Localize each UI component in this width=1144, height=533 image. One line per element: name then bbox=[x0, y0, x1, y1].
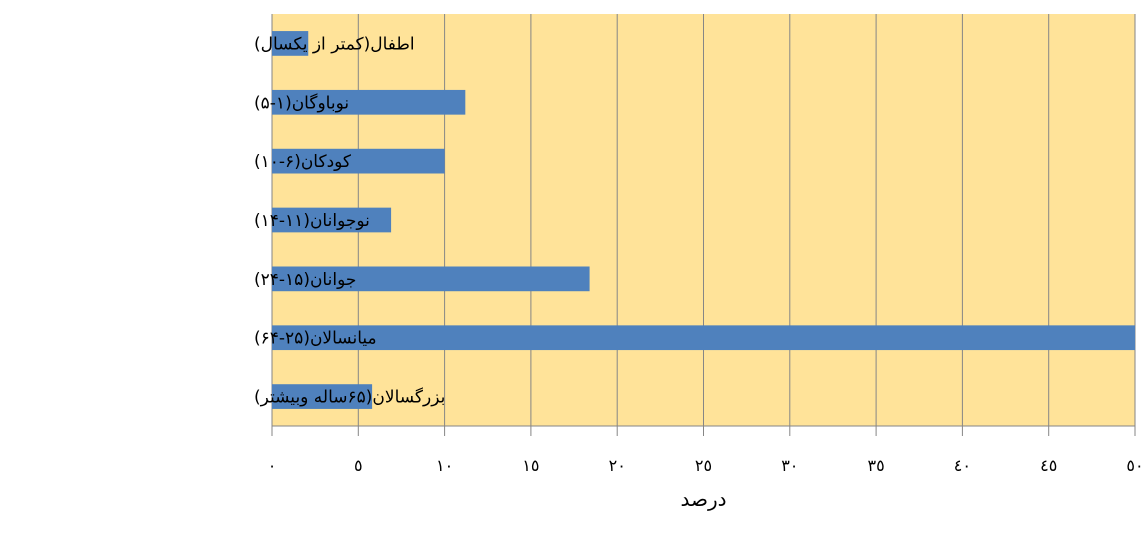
bar bbox=[272, 207, 392, 233]
category-label: بزرگسالان(۶۵ساله وبیشتر) bbox=[254, 387, 445, 408]
x-ticks: ٠ ٥ ١٠ ١٥ ٢٠ ٢٥ ٣٠ ٣٥ ٤٠ ٤٥ ٥٠ bbox=[268, 426, 1144, 475]
x-tick-label: ٥٠ bbox=[1126, 456, 1143, 475]
x-tick-label: ٣٥ bbox=[868, 456, 885, 475]
bar bbox=[272, 384, 373, 409]
x-tick-label: ٣٠ bbox=[781, 456, 798, 475]
category-labels: اطفال(کمتر از یکسال) نوباوگان(۱-۵) کودکان(… bbox=[254, 34, 445, 407]
category-label: اطفال(کمتر از یکسال) bbox=[254, 34, 415, 54]
x-tick-label: ٢٥ bbox=[695, 456, 712, 475]
category-label: میانسالان(۲۵-۶۴) bbox=[254, 329, 377, 349]
x-tick-label: ٢٠ bbox=[609, 456, 626, 475]
x-axis-title: درصد bbox=[680, 487, 726, 511]
x-tick-label: ٤٥ bbox=[1040, 456, 1057, 475]
bars bbox=[272, 31, 1135, 409]
x-tick-label: ٥ bbox=[354, 456, 363, 475]
x-tick-label: ٤٠ bbox=[954, 456, 971, 475]
bar bbox=[272, 89, 466, 115]
category-label: نوجوانان(۱۱-۱۴) bbox=[254, 211, 370, 231]
bar bbox=[272, 266, 590, 292]
category-label: کودکان(۶-۱۰) bbox=[254, 152, 352, 172]
bar bbox=[272, 31, 309, 56]
category-label: نوباوگان(۱-۵) bbox=[254, 92, 349, 113]
category-label: جوانان(۱۵-۲۴) bbox=[254, 270, 356, 290]
bar bbox=[272, 325, 1135, 351]
x-tick-label: ١٥ bbox=[522, 456, 539, 475]
x-tick-label: ٠ bbox=[268, 456, 277, 475]
bar bbox=[272, 148, 445, 174]
x-tick-label: ١٠ bbox=[436, 456, 453, 475]
